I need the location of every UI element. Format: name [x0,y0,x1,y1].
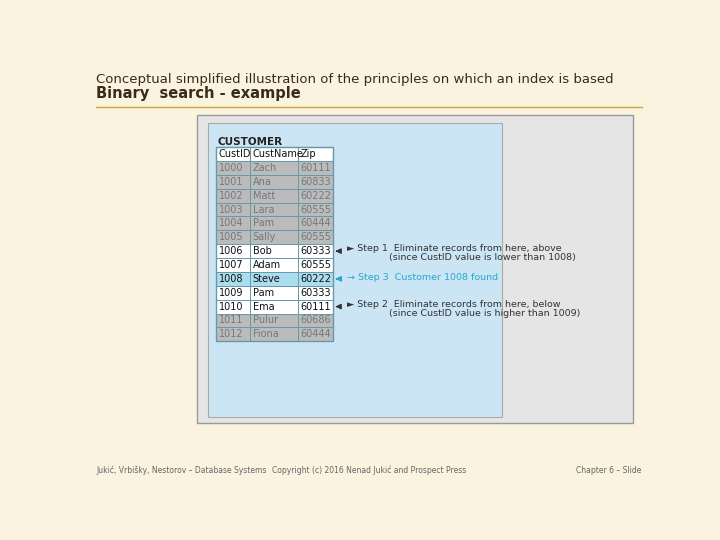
Text: 60686: 60686 [301,315,331,326]
Bar [216,202,333,217]
Bar [216,231,333,244]
Text: 60555: 60555 [301,232,332,242]
Bar [216,161,333,175]
Text: 1008: 1008 [219,274,243,284]
Text: ► Step 1  Eliminate records from here, above: ► Step 1 Eliminate records from here, ab… [346,244,561,253]
Text: Steve: Steve [253,274,281,284]
Text: 60833: 60833 [301,177,331,187]
Text: Conceptual simplified illustration of the principles on which an index is based: Conceptual simplified illustration of th… [96,72,614,85]
Bar [197,115,632,423]
Text: Matt: Matt [253,191,275,201]
Text: 1009: 1009 [219,288,243,298]
Text: 60444: 60444 [301,329,331,339]
Bar [216,147,333,341]
Text: Adam: Adam [253,260,281,270]
Bar [216,300,333,314]
Bar [216,272,333,286]
Text: 60555: 60555 [301,205,332,214]
Text: Ana: Ana [253,177,271,187]
Text: → Step 3  Customer 1008 found: → Step 3 Customer 1008 found [346,273,498,282]
Bar [216,175,333,189]
Text: 1000: 1000 [219,163,243,173]
Text: Zip: Zip [301,149,316,159]
Text: 60555: 60555 [301,260,332,270]
Text: 60333: 60333 [301,288,331,298]
Text: 1011: 1011 [219,315,243,326]
Text: 60222: 60222 [301,191,332,201]
Text: CustName: CustName [253,149,304,159]
Text: 1003: 1003 [219,205,243,214]
Text: (since CustID value is higher than 1009): (since CustID value is higher than 1009) [346,309,580,318]
Bar [216,314,333,327]
Text: 1012: 1012 [219,329,243,339]
Text: 1006: 1006 [219,246,243,256]
Text: 60444: 60444 [301,218,331,228]
Text: Bob: Bob [253,246,271,256]
Bar [216,244,333,258]
Text: 1007: 1007 [219,260,243,270]
Text: Chapter 6 – Slide: Chapter 6 – Slide [577,466,642,475]
Text: (since CustID value is lower than 1008): (since CustID value is lower than 1008) [346,253,575,262]
Text: Pam: Pam [253,218,274,228]
Text: CustID: CustID [219,149,251,159]
Text: Sally: Sally [253,232,276,242]
Text: Fiona: Fiona [253,329,279,339]
Text: Ema: Ema [253,301,274,312]
Text: 1010: 1010 [219,301,243,312]
Text: Lara: Lara [253,205,274,214]
Bar [216,258,333,272]
Text: CUSTOMER: CUSTOMER [218,137,283,147]
Text: 60111: 60111 [301,163,331,173]
Bar [216,147,333,161]
Bar [216,217,333,231]
Text: Copyright (c) 2016 Nenad Jukić and Prospect Press: Copyright (c) 2016 Nenad Jukić and Prosp… [272,465,466,475]
Bar [216,189,333,202]
Bar [216,286,333,300]
Text: 1001: 1001 [219,177,243,187]
Text: 60222: 60222 [301,274,332,284]
Text: 1005: 1005 [219,232,243,242]
Text: Jukić, Vrbišky, Nestorov – Database Systems: Jukić, Vrbišky, Nestorov – Database Syst… [96,465,266,475]
Text: 60111: 60111 [301,301,331,312]
Text: Pam: Pam [253,288,274,298]
Text: ► Step 2  Eliminate records from here, below: ► Step 2 Eliminate records from here, be… [346,300,560,309]
Bar [216,327,333,341]
Text: Zach: Zach [253,163,277,173]
Text: 1002: 1002 [219,191,243,201]
Bar [208,123,503,417]
Text: Binary  search - example: Binary search - example [96,85,301,100]
Text: 1004: 1004 [219,218,243,228]
Text: Pulur: Pulur [253,315,278,326]
Text: 60333: 60333 [301,246,331,256]
